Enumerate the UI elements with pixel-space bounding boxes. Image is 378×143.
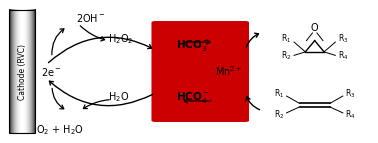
Text: R$_2$: R$_2$ bbox=[274, 109, 284, 121]
Text: R$_4$: R$_4$ bbox=[345, 109, 356, 121]
Text: R$_3$: R$_3$ bbox=[345, 88, 356, 100]
Text: H$_2$O: H$_2$O bbox=[108, 90, 130, 104]
Text: Cathode (RVC): Cathode (RVC) bbox=[17, 43, 26, 100]
Text: R$_2$: R$_2$ bbox=[281, 50, 292, 62]
Text: HCO$_3^-$: HCO$_3^-$ bbox=[176, 38, 210, 53]
Text: Mn$^{2+}$: Mn$^{2+}$ bbox=[215, 65, 243, 78]
Text: R$_1$: R$_1$ bbox=[274, 88, 284, 100]
Text: H$_2$O$_2$: H$_2$O$_2$ bbox=[108, 32, 134, 46]
Text: O$_2$ + H$_2$O: O$_2$ + H$_2$O bbox=[36, 124, 84, 137]
Text: R$_1$: R$_1$ bbox=[282, 33, 292, 45]
Bar bbox=[9, 10, 35, 133]
Text: 2e$^-$: 2e$^-$ bbox=[41, 65, 61, 78]
Text: R$_4$: R$_4$ bbox=[338, 50, 348, 62]
Text: O: O bbox=[311, 23, 319, 33]
FancyBboxPatch shape bbox=[152, 21, 249, 122]
Text: R$_3$: R$_3$ bbox=[338, 33, 348, 45]
Text: 2OH$^-$: 2OH$^-$ bbox=[76, 12, 106, 24]
Text: HCO$_4^-$: HCO$_4^-$ bbox=[176, 90, 210, 105]
